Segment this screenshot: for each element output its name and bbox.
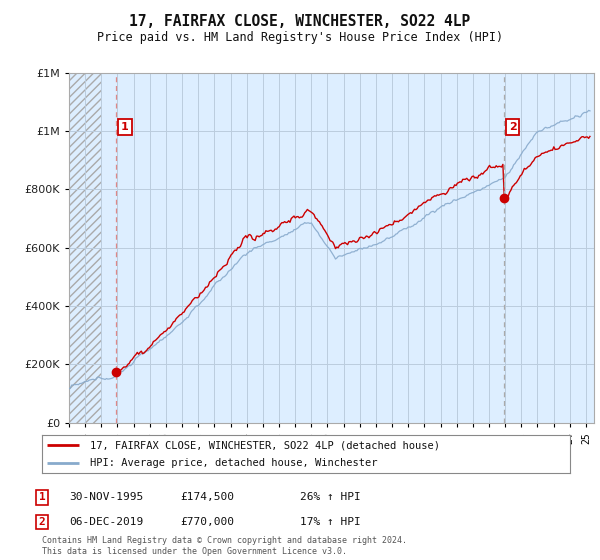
Text: 2: 2: [38, 517, 46, 527]
Text: 1: 1: [38, 492, 46, 502]
Text: 30-NOV-1995: 30-NOV-1995: [69, 492, 143, 502]
Text: 1: 1: [121, 122, 129, 132]
Text: £770,000: £770,000: [180, 517, 234, 527]
Text: £174,500: £174,500: [180, 492, 234, 502]
Text: 17, FAIRFAX CLOSE, WINCHESTER, SO22 4LP (detached house): 17, FAIRFAX CLOSE, WINCHESTER, SO22 4LP …: [89, 440, 440, 450]
Text: Price paid vs. HM Land Registry's House Price Index (HPI): Price paid vs. HM Land Registry's House …: [97, 31, 503, 44]
Text: HPI: Average price, detached house, Winchester: HPI: Average price, detached house, Winc…: [89, 458, 377, 468]
Text: Contains HM Land Registry data © Crown copyright and database right 2024.
This d: Contains HM Land Registry data © Crown c…: [42, 536, 407, 556]
Text: 2: 2: [509, 122, 517, 132]
Text: 06-DEC-2019: 06-DEC-2019: [69, 517, 143, 527]
Text: 26% ↑ HPI: 26% ↑ HPI: [300, 492, 361, 502]
Bar: [69, 73, 101, 423]
Text: 17% ↑ HPI: 17% ↑ HPI: [300, 517, 361, 527]
Text: 17, FAIRFAX CLOSE, WINCHESTER, SO22 4LP: 17, FAIRFAX CLOSE, WINCHESTER, SO22 4LP: [130, 14, 470, 29]
